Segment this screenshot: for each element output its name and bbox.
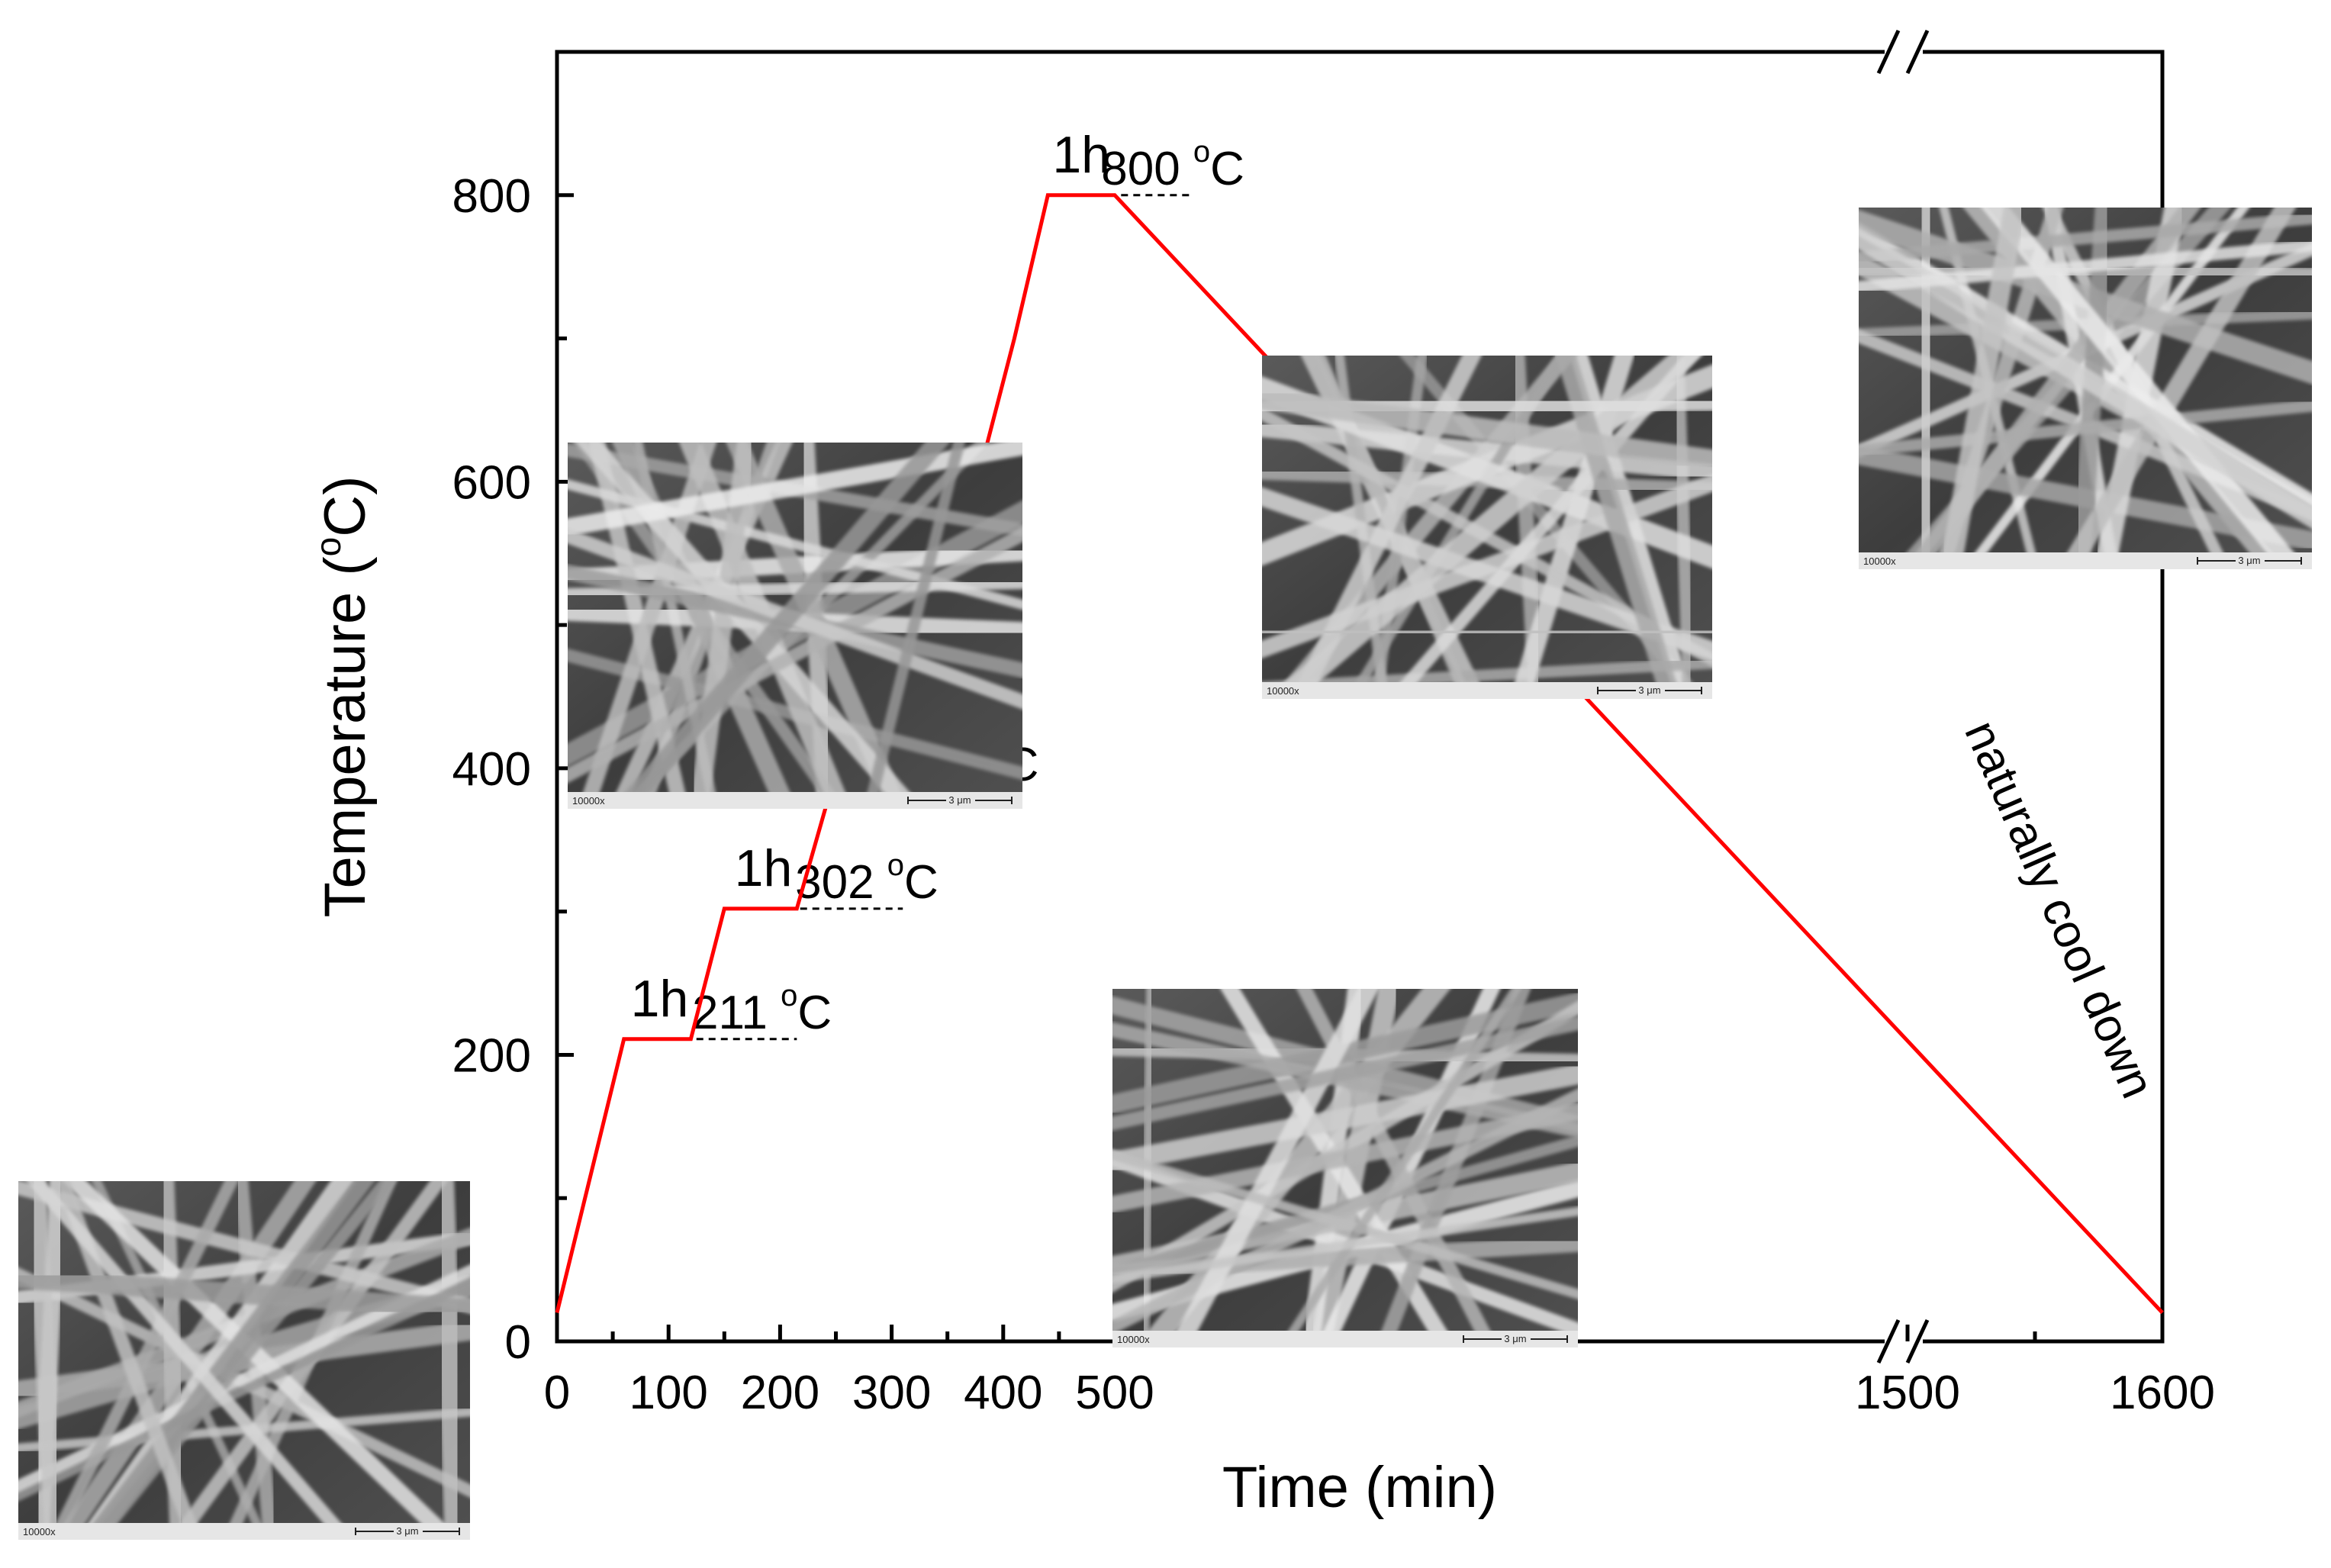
sem-magnification-label: 10000x <box>1863 555 1896 567</box>
sem-fiber <box>1112 1149 1578 1299</box>
sem-scale-label-bg <box>1502 1332 1531 1344</box>
top-axis-break <box>1876 29 1930 75</box>
temperature-label: 211 oC <box>692 979 832 1039</box>
x-tick-label: 200 <box>741 1367 819 1419</box>
sem-fiber <box>1262 623 1712 642</box>
x-axis-title: Time (min) <box>1222 1455 1497 1520</box>
sem-fiber <box>93 1181 375 1523</box>
sem-fiber <box>18 1267 470 1320</box>
temperature-label: 302 oC <box>795 848 939 909</box>
sem-fiber <box>1859 212 2312 264</box>
sem-fibers <box>1859 208 2312 552</box>
x-tick-label: 1600 <box>2110 1367 2215 1419</box>
sem-fiber <box>1112 1000 1578 1293</box>
x-tick-label: 0 <box>544 1367 570 1419</box>
sem-scale-label: 3 μm <box>1638 684 1660 696</box>
sem-fibers <box>1112 989 1578 1331</box>
sem-scale-label: 3 μm <box>396 1525 418 1537</box>
hold-duration-label: 1h <box>1052 126 1110 184</box>
x-axis-break <box>1876 1318 1930 1364</box>
sem-info-bar <box>1112 1331 1578 1347</box>
sem-fiber <box>575 443 910 792</box>
sem-info-bar <box>1262 682 1712 699</box>
x-tick-label: 1500 <box>1855 1367 1960 1419</box>
sem-fiber <box>1176 989 1380 1331</box>
x-axis: 0 100 200 300 400 500 1500 1600 <box>544 1325 2215 1419</box>
y-axis-title-sup: o <box>308 537 348 557</box>
sem-image-800c: 10000x 3 μm <box>1859 208 2312 569</box>
sem-magnification-label: 10000x <box>1267 685 1299 697</box>
cool-down-annotation: naturally cool down <box>1954 713 2164 1106</box>
sem-fiber <box>1262 420 1712 481</box>
sem-fiber <box>1112 1103 1578 1213</box>
temperature-label: 800 oC <box>1101 135 1244 195</box>
sem-scale-label: 3 μm <box>948 794 971 806</box>
sem-fiber <box>1981 208 2294 552</box>
hold-duration-label: 1h <box>735 839 793 897</box>
sem-scale-label-bg <box>946 794 975 806</box>
svg-text:Temperature (oC): Temperature (oC) <box>308 476 378 918</box>
sem-fiber <box>1262 657 1712 682</box>
sem-fiber <box>18 1181 470 1314</box>
sem-magnification-label: 10000x <box>23 1526 56 1537</box>
sem-fiber <box>1942 208 2026 552</box>
sem-scale-label-bg <box>2236 554 2265 566</box>
sem-scale-label: 3 μm <box>2238 555 2260 566</box>
y-tick-label: 800 <box>452 170 531 223</box>
sem-scale-label-bg <box>394 1525 423 1537</box>
sem-fiber <box>1859 239 2312 294</box>
sem-fiber <box>1262 388 1712 472</box>
sem-image-211c: 10000x 3 μm <box>1112 989 1578 1347</box>
sem-images: 10000x 3 μm 10000x 3 μm 10000x 3 μm 10000x 3 μm… <box>18 208 2312 1540</box>
sem-fiber <box>1859 399 2312 457</box>
sem-info-bar <box>18 1523 470 1540</box>
sem-fiber <box>1220 989 1447 1331</box>
hold-duration-label: 1h <box>631 970 689 1028</box>
sem-info-bar <box>568 792 1022 809</box>
sem-scale-label: 3 μm <box>1504 1333 1526 1344</box>
sem-info-bar <box>1859 552 2312 569</box>
sem-fibers <box>568 443 1022 792</box>
sem-fibers <box>1262 356 1712 682</box>
x-tick-label: 400 <box>964 1367 1042 1419</box>
y-axis: 0 200 400 600 800 <box>452 170 574 1369</box>
sem-fibers <box>18 1181 470 1523</box>
sem-fiber <box>1112 1016 1578 1131</box>
sem-fiber <box>1112 1064 1578 1174</box>
x-tick-label: 500 <box>1075 1367 1154 1419</box>
sem-magnification-label: 10000x <box>572 795 605 807</box>
sem-fiber <box>1859 210 2312 385</box>
y-axis-title: Temperature (oC) <box>308 476 378 918</box>
sem-fiber <box>1288 989 1522 1331</box>
y-tick-label: 600 <box>452 456 531 509</box>
sem-fiber <box>625 443 950 792</box>
y-axis-title-main: Temperature ( <box>313 556 378 917</box>
sem-image-384c: 10000x 3 μm <box>1262 356 1712 699</box>
sem-image-302c: 10000x 3 μm <box>568 443 1022 809</box>
sem-fiber <box>2067 208 2297 552</box>
sem-fiber <box>26 1181 64 1523</box>
sem-fiber <box>432 1181 467 1523</box>
y-tick-label: 200 <box>452 1029 531 1082</box>
y-axis-title-end: C) <box>313 476 378 537</box>
sem-fiber <box>1112 1206 1578 1283</box>
y-tick-label: 400 <box>452 743 531 796</box>
sem-image-initial: 10000x 3 μm <box>18 1181 470 1540</box>
sem-fiber <box>1112 992 1578 1114</box>
y-tick-label: 0 <box>505 1316 531 1369</box>
sem-fiber <box>1323 989 1501 1331</box>
sem-magnification-label: 10000x <box>1117 1334 1150 1345</box>
sem-fiber <box>568 526 1022 784</box>
sem-fiber <box>26 1181 342 1523</box>
sem-fiber <box>867 443 965 792</box>
x-tick-label: 100 <box>629 1367 707 1419</box>
sem-scale-label-bg <box>1636 684 1665 696</box>
sem-fiber <box>56 1181 239 1523</box>
sem-fiber <box>62 1181 445 1523</box>
x-tick-label: 300 <box>852 1367 931 1419</box>
